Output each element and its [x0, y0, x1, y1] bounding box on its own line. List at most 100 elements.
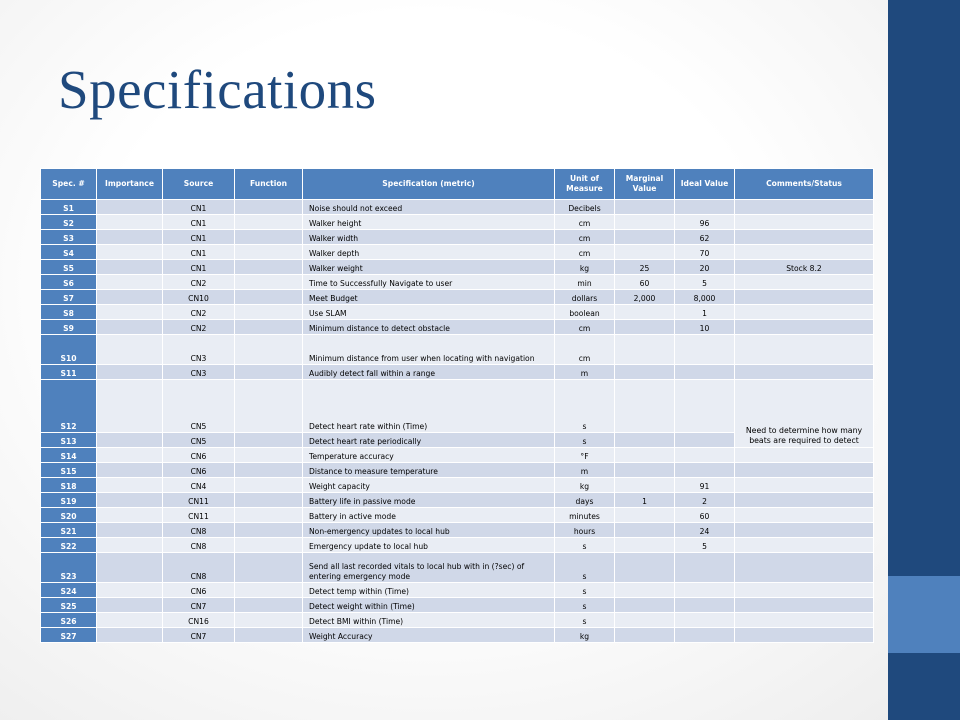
cell-comments: Need to determine how many beats are req…: [734, 379, 874, 448]
cell-function: [234, 319, 303, 335]
cell-function: [234, 447, 303, 463]
cell-ideal: [674, 334, 735, 365]
cell-spec: S20: [40, 507, 97, 523]
cell-comments: [734, 274, 874, 290]
cell-importance: [96, 379, 163, 433]
table-row: S3 CN1 Walker width cm 62: [40, 229, 874, 245]
cell-spec: S26: [40, 612, 97, 628]
cell-function: [234, 259, 303, 275]
cell-function: [234, 537, 303, 553]
cell-ideal: 91: [674, 477, 735, 493]
table-row: S5 CN1 Walker weight kg 25 20 Stock 8.2: [40, 259, 874, 275]
cell-ideal: [674, 199, 735, 215]
cell-source: CN6: [162, 462, 235, 478]
cell-importance: [96, 214, 163, 230]
cell-function: [234, 582, 303, 598]
cell-unit: s: [554, 612, 615, 628]
cell-comments: [734, 597, 874, 613]
cell-function: [234, 552, 303, 583]
cell-source: CN8: [162, 537, 235, 553]
cell-function: [234, 334, 303, 365]
cell-source: CN2: [162, 274, 235, 290]
cell-spec: S23: [40, 552, 97, 583]
cell-metric: Audibly detect fall within a range: [302, 364, 555, 380]
cell-metric: Emergency update to local hub: [302, 537, 555, 553]
cell-unit: cm: [554, 229, 615, 245]
cell-ideal: [674, 432, 735, 448]
cell-ideal: 5: [674, 274, 735, 290]
cell-function: [234, 462, 303, 478]
cell-ideal: 70: [674, 244, 735, 260]
cell-comments: [734, 229, 874, 245]
cell-metric: Minimum distance to detect obstacle: [302, 319, 555, 335]
cell-spec: S27: [40, 627, 97, 643]
cell-unit: min: [554, 274, 615, 290]
cell-unit: s: [554, 537, 615, 553]
cell-spec: S7: [40, 289, 97, 305]
cell-unit: cm: [554, 214, 615, 230]
cell-unit: boolean: [554, 304, 615, 320]
cell-comments: [734, 537, 874, 553]
table-row: S20 CN11 Battery in active mode minutes 60: [40, 507, 874, 523]
cell-unit: m: [554, 364, 615, 380]
cell-metric: Noise should not exceed: [302, 199, 555, 215]
cell-function: [234, 364, 303, 380]
cell-metric: Temperature accuracy: [302, 447, 555, 463]
cell-marginal: [614, 244, 675, 260]
cell-source: CN8: [162, 552, 235, 583]
cell-ideal: [674, 552, 735, 583]
cell-source: CN3: [162, 334, 235, 365]
cell-importance: [96, 274, 163, 290]
header-source: Source: [162, 168, 235, 200]
cell-marginal: [614, 597, 675, 613]
table-row: S9 CN2 Minimum distance to detect obstacle…: [40, 319, 874, 335]
table-row: S12 CN5 Detect heart rate within (Time) s Ne…: [40, 379, 874, 448]
cell-source: CN1: [162, 229, 235, 245]
cell-importance: [96, 477, 163, 493]
cell-function: [234, 477, 303, 493]
table-row: S4 CN1 Walker depth cm 70: [40, 244, 874, 260]
cell-metric: Time to Successfully Navigate to user: [302, 274, 555, 290]
cell-importance: [96, 492, 163, 508]
cell-spec: S12: [40, 379, 97, 433]
cell-ideal: 62: [674, 229, 735, 245]
cell-metric: Walker weight: [302, 259, 555, 275]
cell-spec: S25: [40, 597, 97, 613]
cell-ideal: [674, 447, 735, 463]
cell-function: [234, 214, 303, 230]
cell-importance: [96, 597, 163, 613]
cell-comments: [734, 612, 874, 628]
cell-spec: S13: [40, 432, 97, 448]
sidebar-accent-bar: [888, 576, 960, 653]
cell-ideal: 1: [674, 304, 735, 320]
table-row: S10 CN3 Minimum distance from user when lo…: [40, 334, 874, 365]
cell-source: CN1: [162, 259, 235, 275]
cell-ideal: 20: [674, 259, 735, 275]
cell-metric: Walker depth: [302, 244, 555, 260]
cell-spec: S8: [40, 304, 97, 320]
cell-function: [234, 522, 303, 538]
header-unit: Unit of Measure: [554, 168, 615, 200]
cell-metric: Detect BMI within (Time): [302, 612, 555, 628]
cell-marginal: [614, 627, 675, 643]
slide-title: Specifications: [58, 59, 377, 120]
cell-comments: [734, 507, 874, 523]
cell-marginal: [614, 462, 675, 478]
cell-marginal: [614, 537, 675, 553]
cell-unit: cm: [554, 319, 615, 335]
cell-unit: s: [554, 582, 615, 598]
cell-importance: [96, 552, 163, 583]
cell-importance: [96, 259, 163, 275]
cell-comments: [734, 334, 874, 365]
cell-importance: [96, 432, 163, 448]
cell-marginal: [614, 552, 675, 583]
cell-marginal: 60: [614, 274, 675, 290]
cell-ideal: 10: [674, 319, 735, 335]
cell-marginal: [614, 229, 675, 245]
cell-marginal: [614, 447, 675, 463]
table-row: S24 CN6 Detect temp within (Time) s: [40, 582, 874, 598]
cell-marginal: [614, 379, 675, 433]
header-metric: Specification (metric): [302, 168, 555, 200]
header-importance: Importance: [96, 168, 163, 200]
header-comments: Comments/Status: [734, 168, 874, 200]
